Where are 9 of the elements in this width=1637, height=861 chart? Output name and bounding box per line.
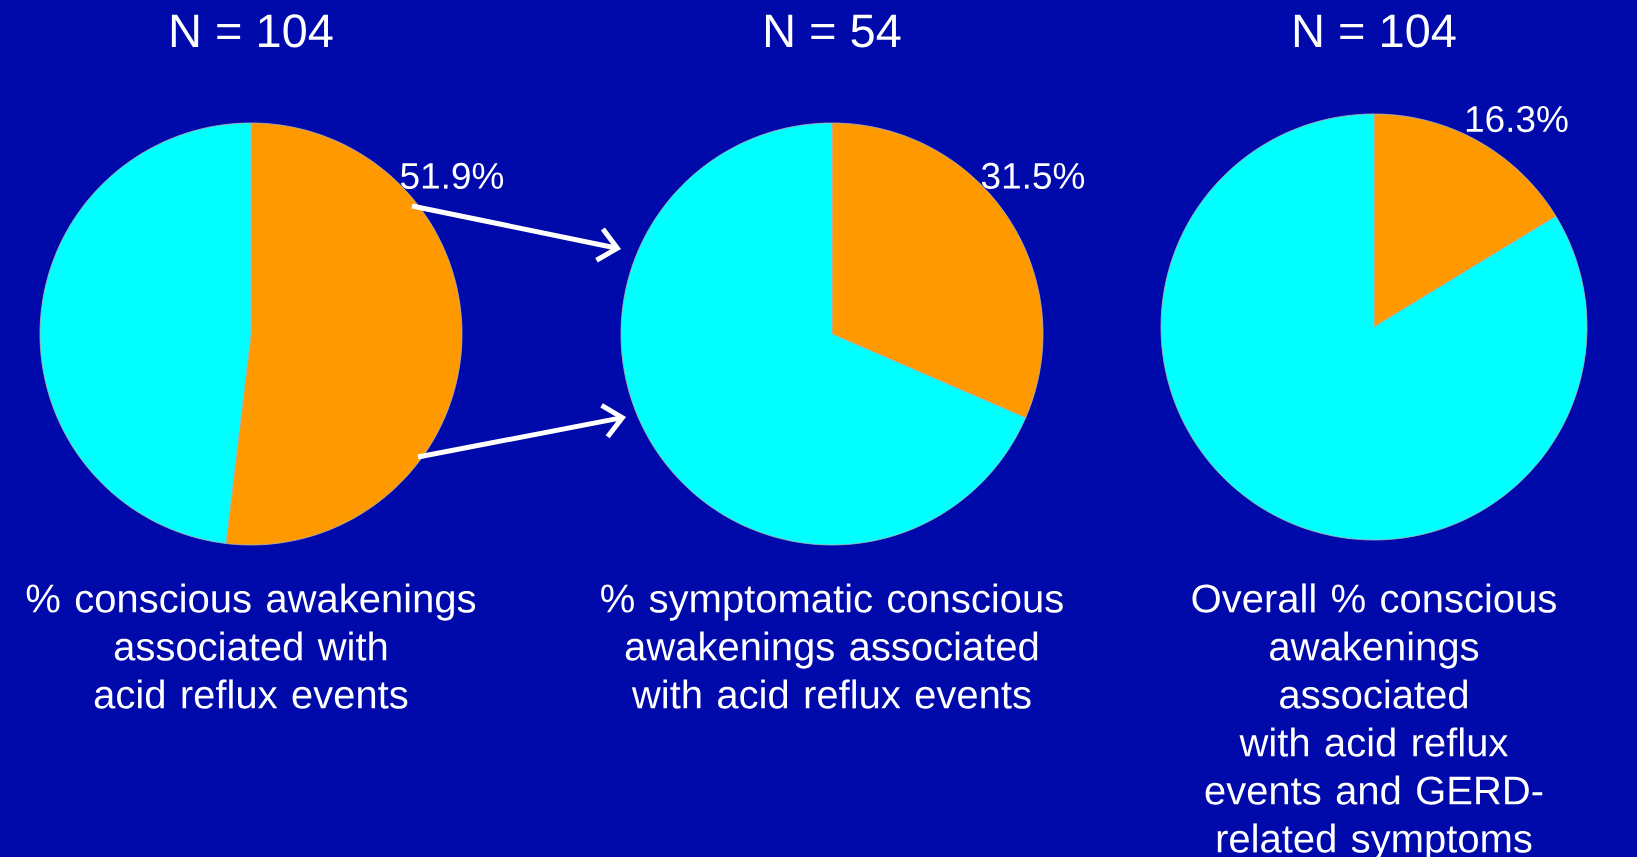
data-label: 31.5%	[981, 162, 1085, 190]
text: Overall % conscious awakenings associated with acid reflux events and GERD-related symptoms	[1192, 583, 1556, 861]
text: % conscious awakenings associated with acid reflux events	[26, 583, 476, 709]
chart-title: N = 54	[765, 14, 901, 48]
chart-title: N = 104	[171, 14, 333, 48]
text: % symptomatic conscious awakenings associated with acid reflux events	[601, 583, 1063, 709]
chart-title: N = 104	[1294, 14, 1456, 48]
data-label: 51.9%	[400, 162, 504, 190]
data-label: 16.3%	[1466, 106, 1568, 133]
